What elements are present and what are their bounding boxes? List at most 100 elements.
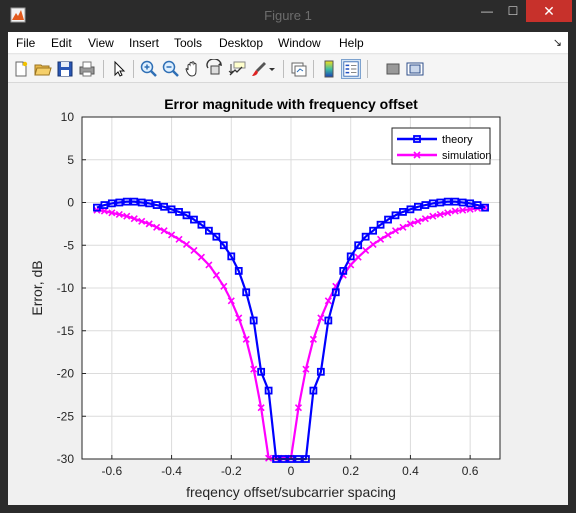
dock-arrow-icon[interactable]: ↘: [552, 37, 562, 49]
save-icon[interactable]: [55, 59, 75, 79]
data-point-simulation: [414, 217, 422, 225]
menu-desktop[interactable]: Desktop: [219, 36, 264, 50]
series-group: [93, 197, 489, 463]
brush-icon[interactable]: [249, 59, 269, 79]
data-point-simulation: [168, 231, 176, 239]
legend-icon[interactable]: [341, 59, 361, 79]
legend-marker-simulation: [413, 151, 421, 159]
title-bar[interactable]: Figure 1 — ☐ ✕: [0, 0, 576, 32]
data-point-theory: [428, 199, 437, 208]
y-tick-label: -25: [57, 409, 75, 423]
data-point-theory: [384, 215, 392, 224]
data-point-simulation: [175, 235, 183, 243]
legend-entry-theory: theory: [397, 134, 473, 146]
data-point-simulation: [377, 235, 385, 243]
data-point-simulation: [459, 206, 467, 214]
x-tick-label: 0.2: [342, 464, 359, 478]
toolbar-separator: [367, 60, 368, 78]
data-point-theory: [324, 316, 333, 325]
brush-dropdown-icon[interactable]: [267, 59, 277, 79]
link-plot-icon[interactable]: [289, 59, 309, 79]
data-point-simulation: [108, 209, 116, 217]
data-point-simulation: [436, 210, 444, 219]
data-point-simulation: [466, 205, 474, 213]
x-tick-label: -0.2: [221, 464, 242, 478]
maximize-button[interactable]: ☐: [507, 4, 519, 18]
data-point-simulation: [302, 365, 310, 373]
data-point-theory: [316, 367, 325, 376]
legend[interactable]: theory simulation: [391, 127, 492, 165]
y-tick-label: -10: [57, 281, 75, 295]
data-cursor-icon[interactable]: [227, 59, 247, 79]
rotate-3d-icon[interactable]: [205, 59, 225, 79]
data-point-simulation: [391, 227, 400, 235]
zoom-out-icon[interactable]: [161, 59, 181, 79]
matlab-figure-icon: [10, 7, 26, 23]
data-point-simulation: [429, 212, 437, 220]
data-point-simulation: [250, 365, 258, 373]
menu-help[interactable]: Help: [339, 36, 364, 50]
data-point-simulation: [406, 220, 414, 228]
menu-edit[interactable]: Edit: [51, 36, 72, 50]
y-tick-label: -20: [57, 367, 75, 381]
data-point-simulation: [324, 297, 332, 305]
chart-title: Error magnitude with frequency offset: [164, 96, 418, 112]
data-point-simulation: [294, 404, 303, 412]
minimize-button[interactable]: —: [481, 4, 493, 18]
data-point-theory: [130, 197, 139, 206]
show-plot-tools-icon[interactable]: [405, 59, 425, 79]
print-icon[interactable]: [77, 59, 97, 79]
new-figure-icon[interactable]: [11, 59, 31, 79]
legend-marker-theory: [413, 135, 421, 143]
chart: -0.6 -0.4 -0.2 0 0.2 0.4 0.6 10 5 0 -5 -10 -15 -20 -25…: [8, 84, 568, 505]
data-point-theory: [115, 198, 124, 207]
data-point-simulation: [115, 210, 123, 219]
data-point-theory: [197, 220, 206, 229]
data-point-theory: [257, 367, 266, 376]
data-point-theory: [481, 203, 489, 212]
data-point-theory: [421, 201, 430, 209]
data-point-simulation: [100, 207, 108, 215]
data-point-theory: [346, 252, 355, 261]
data-point-theory: [93, 203, 101, 212]
y-tick-label: 5: [67, 153, 74, 167]
x-tick-label: -0.4: [161, 464, 182, 478]
data-point-simulation: [153, 223, 161, 231]
data-point-theory: [242, 288, 251, 297]
menu-view[interactable]: View: [88, 36, 114, 50]
data-point-simulation: [347, 261, 355, 269]
data-point-theory: [107, 199, 116, 208]
edit-plot-arrow-icon[interactable]: [109, 59, 129, 79]
data-point-simulation: [444, 209, 452, 217]
colorbar-icon[interactable]: [319, 59, 339, 79]
data-point-simulation: [197, 253, 205, 261]
data-point-simulation: [145, 220, 153, 228]
data-point-theory: [466, 199, 475, 208]
data-point-theory: [331, 288, 340, 297]
hide-plot-tools-icon[interactable]: [383, 59, 403, 79]
data-point-simulation: [451, 207, 459, 215]
menu-window[interactable]: Window: [278, 36, 321, 50]
zoom-in-icon[interactable]: [139, 59, 159, 79]
toolbar-separator: [133, 60, 134, 78]
data-point-theory: [339, 266, 348, 275]
menu-tools[interactable]: Tools: [174, 36, 203, 50]
close-button[interactable]: ✕: [526, 0, 572, 22]
data-point-theory: [354, 241, 363, 250]
data-point-simulation: [354, 253, 362, 261]
pan-hand-icon[interactable]: [183, 59, 203, 79]
menu-insert[interactable]: Insert: [129, 36, 160, 50]
data-point-simulation: [205, 261, 213, 269]
toolbar-separator: [313, 60, 314, 78]
data-point-theory: [190, 215, 198, 224]
legend-entry-simulation: simulation: [397, 150, 492, 162]
data-point-theory: [399, 208, 407, 216]
data-point-theory: [451, 197, 460, 206]
legend-box: [391, 127, 491, 165]
data-point-simulation: [257, 404, 265, 412]
menu-file[interactable]: File: [16, 36, 36, 50]
open-file-icon[interactable]: [33, 59, 53, 79]
data-point-theory: [249, 316, 258, 325]
data-point-simulation: [212, 271, 220, 279]
data-point-simulation: [384, 231, 392, 239]
